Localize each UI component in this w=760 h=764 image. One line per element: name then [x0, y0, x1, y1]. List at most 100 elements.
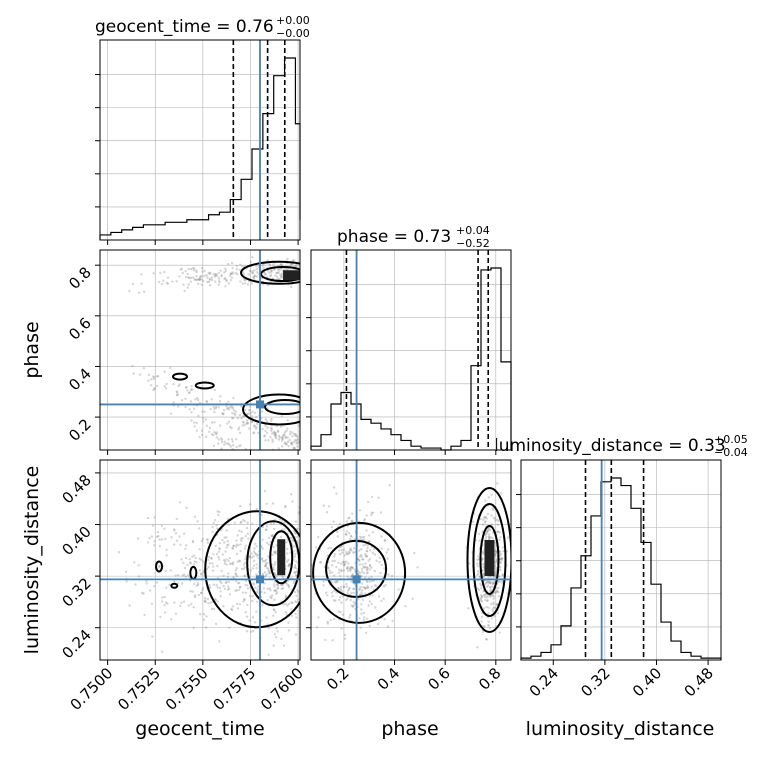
scatter-point: [201, 433, 204, 437]
scatter-point: [303, 569, 305, 571]
scatter-point: [368, 564, 372, 568]
scatter-point: [366, 566, 369, 569]
scatter-point: [229, 279, 232, 282]
scatter-point: [200, 539, 204, 543]
scatter-point: [362, 585, 365, 589]
scatter-point: [217, 283, 220, 286]
scatter-point: [204, 600, 207, 604]
scatter-point: [292, 440, 296, 444]
scatter-point: [365, 554, 369, 558]
scatter-point: [489, 585, 492, 589]
scatter-point: [314, 546, 318, 549]
scatter-point: [250, 552, 253, 555]
scatter-point: [207, 558, 210, 562]
scatter-point: [331, 581, 334, 584]
scatter-point: [223, 443, 226, 446]
scatter-point: [238, 451, 240, 453]
scatter-point: [275, 636, 278, 639]
scatter-point: [235, 552, 239, 556]
scatter-point: [184, 397, 187, 400]
scatter-point: [296, 445, 299, 448]
scatter-point: [289, 263, 292, 266]
scatter-point: [481, 563, 484, 566]
scatter-point: [238, 426, 241, 429]
scatter-point: [254, 275, 257, 278]
scatter-point: [363, 586, 367, 590]
scatter-point: [349, 548, 352, 551]
scatter-point: [481, 557, 484, 561]
scatter-point: [264, 562, 267, 565]
scatter-point: [333, 559, 337, 563]
scatter-point: [371, 511, 375, 515]
scatter-point: [223, 536, 226, 539]
scatter-point: [294, 565, 297, 569]
scatter-point: [153, 544, 156, 547]
scatter-point: [362, 544, 365, 547]
scatter-point: [361, 535, 364, 539]
scatter-point: [208, 277, 211, 280]
scatter-point: [243, 575, 247, 578]
scatter-point: [192, 276, 195, 279]
scatter-point: [255, 573, 258, 576]
scatter-point: [244, 579, 248, 583]
scatter-point: [200, 283, 203, 286]
scatter-point: [283, 502, 285, 504]
scatter-point: [142, 367, 146, 370]
scatter-point: [361, 563, 364, 566]
scatter-point: [227, 400, 230, 403]
scatter-point: [156, 535, 159, 539]
scatter-point: [279, 495, 281, 497]
scatter-point: [362, 558, 365, 561]
scatter-point: [476, 562, 479, 565]
scatter-point: [128, 604, 131, 607]
scatter-point: [490, 514, 493, 517]
scatter-point: [347, 562, 350, 565]
scatter-point: [365, 550, 368, 553]
scatter-point: [270, 596, 273, 600]
scatter-point: [294, 612, 297, 616]
scatter-point: [192, 269, 196, 272]
scatter-point: [252, 555, 255, 558]
scatter-point: [342, 548, 345, 551]
scatter-point: [251, 599, 254, 603]
scatter-point: [214, 622, 218, 626]
scatter-point: [364, 586, 367, 589]
scatter-point: [227, 420, 231, 423]
scatter-point: [404, 605, 407, 608]
scatter-point: [195, 269, 198, 272]
scatter-point: [341, 613, 345, 616]
scatter-point: [179, 543, 182, 546]
scatter-point: [283, 268, 286, 271]
scatter-point: [185, 506, 188, 509]
scatter-point: [175, 539, 179, 542]
scatter-point: [284, 506, 287, 509]
scatter-point: [277, 447, 281, 450]
scatter-point: [370, 495, 374, 499]
scatter-point: [496, 589, 499, 592]
scatter-point: [244, 544, 247, 548]
scatter-point: [292, 508, 294, 510]
scatter-point: [289, 432, 292, 436]
scatter-point: [339, 588, 343, 591]
scatter-point: [213, 598, 217, 601]
scatter-point: [361, 558, 364, 561]
scatter-point: [352, 591, 355, 595]
scatter-point: [246, 584, 249, 587]
scatter-point: [488, 536, 491, 539]
scatter-point: [292, 529, 296, 533]
scatter-point: [235, 543, 238, 546]
scatter-point: [213, 410, 216, 414]
scatter-point: [151, 635, 154, 638]
scatter-point: [287, 621, 290, 624]
scatter-point: [239, 550, 242, 553]
title-phase-sup: +0.04: [456, 224, 490, 237]
scatter-point: [161, 650, 164, 653]
scatter-point: [247, 537, 250, 540]
scatter-point: [352, 547, 356, 550]
scatter-point: [284, 504, 287, 508]
scatter-point: [250, 467, 252, 469]
scatter-point: [335, 530, 339, 533]
scatter-point: [228, 593, 232, 596]
contour-mid: [246, 520, 300, 607]
scatter-point: [131, 282, 135, 286]
